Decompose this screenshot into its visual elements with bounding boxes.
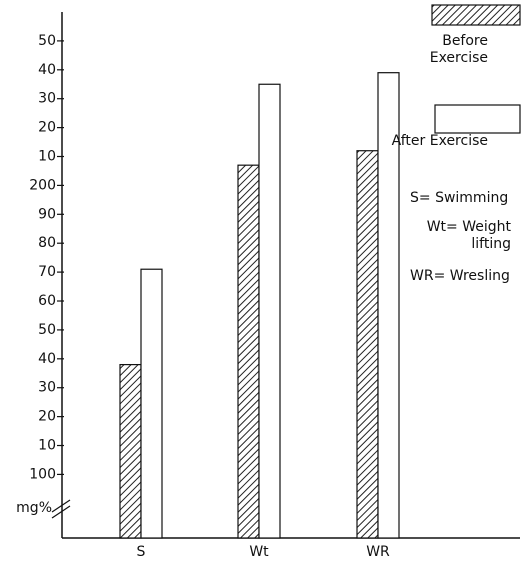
y-tick-label: 30 [38, 91, 56, 107]
y-tick-label: 10 [38, 438, 56, 454]
annotation: WR= Wresling [410, 268, 510, 284]
y-tick-label: 200 [29, 177, 56, 193]
legend-swatch [431, 4, 521, 26]
axis-break [51, 499, 71, 519]
y-tick-label: 100 [29, 466, 56, 482]
y-tick-label: 20 [38, 409, 56, 425]
legend-label: After Exercise [391, 133, 488, 149]
bar [140, 268, 163, 539]
y-tick-label: 70 [38, 264, 56, 280]
legend-swatch [434, 104, 521, 134]
bar [356, 150, 379, 539]
annotation: Wt= Weight lifting [426, 219, 511, 252]
y-tick-label: 80 [38, 235, 56, 251]
bar [377, 72, 400, 539]
legend-label: Before Exercise [429, 33, 488, 66]
y-axis-label: mg% [16, 500, 52, 516]
x-tick-label: S [137, 544, 146, 560]
y-tick-label: 90 [38, 206, 56, 222]
x-tick-label: WR [366, 544, 390, 560]
bar [258, 83, 281, 539]
y-tick-label: 30 [38, 380, 56, 396]
bar [237, 164, 260, 539]
bar [119, 363, 142, 539]
y-tick-label: 20 [38, 120, 56, 136]
y-tick-label: 60 [38, 293, 56, 309]
annotation: S= Swimming [410, 190, 509, 206]
y-tick-label: 40 [38, 351, 56, 367]
y-tick-label: 50 [38, 33, 56, 49]
y-tick-label: 40 [38, 62, 56, 78]
y-tick-label: 10 [38, 149, 56, 165]
y-tick-label: 50 [38, 322, 56, 338]
x-tick-label: Wt [249, 544, 269, 560]
